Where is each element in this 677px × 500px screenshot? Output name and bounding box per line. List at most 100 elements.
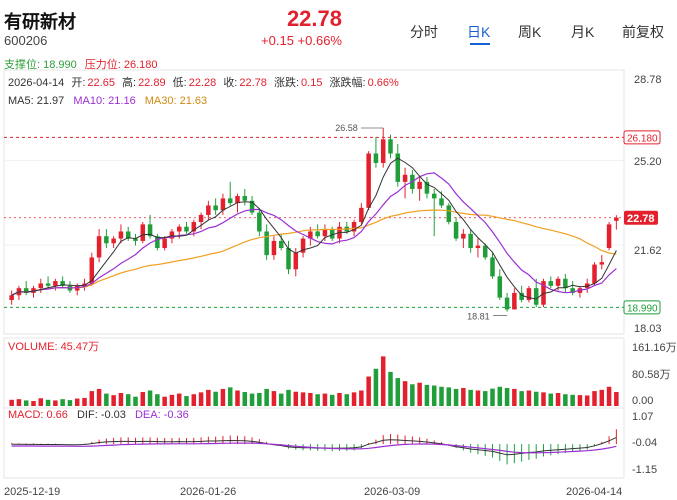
volume-bar bbox=[300, 392, 306, 406]
candle-body bbox=[235, 196, 240, 204]
candle bbox=[373, 136, 379, 168]
candle bbox=[315, 224, 320, 239]
candle bbox=[257, 207, 262, 237]
candle-body bbox=[351, 222, 357, 232]
volume-bar bbox=[184, 396, 189, 406]
candle-body bbox=[490, 257, 495, 277]
volume-bar bbox=[31, 401, 36, 406]
volume-bars bbox=[9, 356, 619, 406]
volume-bar bbox=[242, 392, 248, 406]
volume-bar bbox=[155, 394, 160, 406]
volume-bar bbox=[512, 388, 517, 406]
tab-intraday[interactable]: 分时 bbox=[410, 24, 438, 40]
candle bbox=[366, 151, 371, 211]
volume-bar bbox=[475, 390, 481, 406]
candle-body bbox=[453, 222, 459, 239]
active-tab-indicator bbox=[470, 43, 490, 45]
candle-body bbox=[140, 224, 146, 241]
volume-bar bbox=[482, 391, 488, 406]
candle-body bbox=[38, 283, 44, 289]
volume-bar bbox=[60, 399, 65, 406]
candle bbox=[118, 224, 124, 244]
candle bbox=[563, 274, 568, 293]
volume-bar bbox=[344, 394, 350, 406]
candle-body bbox=[271, 240, 277, 256]
candle-body bbox=[213, 205, 218, 211]
candle-body bbox=[468, 233, 473, 249]
candle bbox=[468, 229, 473, 253]
candle bbox=[526, 285, 532, 303]
candle bbox=[67, 281, 73, 293]
candle bbox=[198, 212, 204, 230]
volume-bar bbox=[67, 400, 73, 406]
info-pct: 0.66% bbox=[368, 77, 399, 89]
candle bbox=[220, 193, 226, 215]
candle-body bbox=[563, 278, 568, 289]
candle-body bbox=[329, 229, 335, 239]
volume-bar bbox=[366, 376, 371, 406]
candle bbox=[264, 224, 269, 260]
volume-bar bbox=[446, 387, 452, 406]
candle bbox=[271, 236, 277, 260]
adjustment-dropdown[interactable]: 前复权 bbox=[622, 24, 664, 40]
high-annotation-text: 26.58 bbox=[335, 123, 358, 133]
volume-bar bbox=[89, 391, 95, 406]
tab-daily-k[interactable]: 日K bbox=[467, 24, 491, 40]
candle bbox=[23, 281, 29, 296]
volume-bar bbox=[104, 393, 109, 406]
volume-bar bbox=[147, 390, 153, 406]
volume-bar bbox=[533, 391, 539, 406]
candle-body bbox=[439, 198, 444, 206]
candle bbox=[512, 288, 517, 310]
high-annotation: 26.58 bbox=[335, 123, 384, 133]
volume-bar bbox=[264, 388, 269, 406]
volume-bar bbox=[395, 378, 401, 406]
tab-monthly-k[interactable]: 月K bbox=[571, 24, 595, 40]
volume-bar bbox=[206, 389, 211, 406]
candle bbox=[431, 188, 437, 237]
dif-label: DIF: -0.03 bbox=[77, 409, 126, 421]
candle bbox=[424, 177, 430, 199]
volume-bar bbox=[599, 389, 605, 406]
price-change: +0.15 +0.66% bbox=[261, 33, 342, 48]
volume-bar bbox=[16, 399, 22, 406]
candle-body bbox=[424, 181, 430, 194]
volume-bar bbox=[53, 400, 58, 406]
candle-body bbox=[125, 231, 131, 239]
price-tick-3: 21.62 bbox=[634, 245, 662, 257]
candle bbox=[533, 278, 539, 308]
candle bbox=[140, 222, 146, 244]
candle bbox=[242, 188, 248, 206]
candle bbox=[249, 196, 255, 215]
volume-bar bbox=[439, 386, 444, 406]
volume-bar bbox=[213, 391, 218, 406]
volume-bar bbox=[614, 392, 619, 406]
candle-body bbox=[366, 153, 371, 208]
volume-bar bbox=[176, 393, 182, 406]
candle-body bbox=[96, 236, 102, 258]
volume-bar bbox=[286, 389, 291, 406]
candle-body bbox=[395, 153, 401, 182]
volume-bar bbox=[402, 381, 408, 406]
current-price: 22.78 bbox=[286, 6, 342, 31]
candle-body bbox=[570, 288, 575, 293]
candle-body bbox=[89, 257, 95, 284]
volume-bar bbox=[169, 394, 175, 406]
candle-body bbox=[417, 181, 422, 189]
volume-bar bbox=[410, 384, 415, 406]
volume-bar bbox=[519, 391, 524, 406]
info-open: 22.65 bbox=[87, 77, 115, 89]
candle-body bbox=[308, 231, 313, 239]
candle-body bbox=[461, 233, 466, 239]
tab-weekly-k[interactable]: 周K bbox=[518, 24, 542, 40]
candle-body bbox=[504, 297, 510, 310]
volume-bar bbox=[278, 393, 284, 406]
candle bbox=[548, 276, 554, 289]
stock-header: 有研新材 600206 22.78 +0.15 +0.66% bbox=[0, 0, 677, 52]
macd-tick-3: -1.15 bbox=[632, 464, 657, 476]
candle-body bbox=[198, 214, 204, 223]
volume-bar bbox=[271, 391, 277, 406]
candle-body bbox=[482, 245, 488, 258]
volume-bar bbox=[592, 391, 597, 406]
